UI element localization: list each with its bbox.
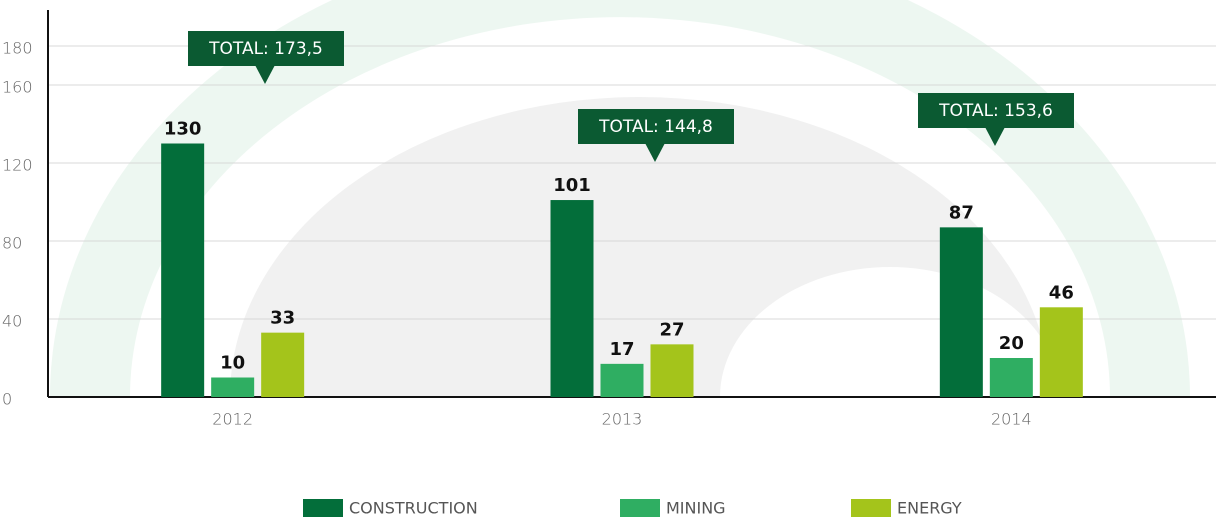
bar (550, 200, 594, 397)
annotation-pointer (255, 65, 275, 84)
value-label: 17 (609, 339, 634, 360)
bar (161, 143, 205, 397)
y-tick-label: 120 (2, 156, 33, 175)
annotation-pointer (645, 143, 665, 162)
value-label: 10 (220, 353, 245, 374)
bar (600, 363, 644, 397)
y-tick-label: 180 (2, 39, 33, 58)
legend-swatch (303, 499, 343, 517)
annotation: TOTAL: 173,5 (208, 39, 323, 59)
value-label: 20 (999, 333, 1024, 354)
y-tick-label: 160 (2, 78, 33, 97)
legend-swatch (620, 499, 660, 517)
bar (939, 227, 983, 397)
value-label: 27 (659, 319, 684, 340)
legend-label: MINING (666, 499, 726, 517)
annotation-box (578, 109, 734, 144)
annotation-pointer (985, 127, 1005, 146)
annotation: TOTAL: 144,8 (598, 117, 713, 137)
bar (989, 358, 1033, 397)
bar (211, 377, 255, 397)
x-tick-label: 2012 (212, 410, 253, 429)
x-tick-label: 2013 (602, 410, 643, 429)
y-tick-label: 40 (2, 312, 22, 331)
legend-swatch (851, 499, 891, 517)
value-label: 101 (553, 175, 591, 196)
y-tick-label: 0 (2, 390, 12, 409)
x-tick-label: 2014 (991, 410, 1032, 429)
value-label: 87 (949, 202, 974, 223)
value-label: 46 (1049, 282, 1074, 303)
bar (650, 344, 694, 397)
value-label: 130 (164, 119, 202, 140)
annotation-box (918, 93, 1074, 128)
legend-label: ENERGY (897, 499, 962, 517)
y-tick-label: 80 (2, 234, 22, 253)
legend-label: CONSTRUCTION (349, 499, 478, 517)
value-label: 33 (270, 308, 295, 329)
bar (261, 332, 305, 397)
annotation: TOTAL: 153,6 (938, 101, 1053, 121)
bar (1039, 307, 1083, 397)
annotation-box (188, 31, 344, 66)
